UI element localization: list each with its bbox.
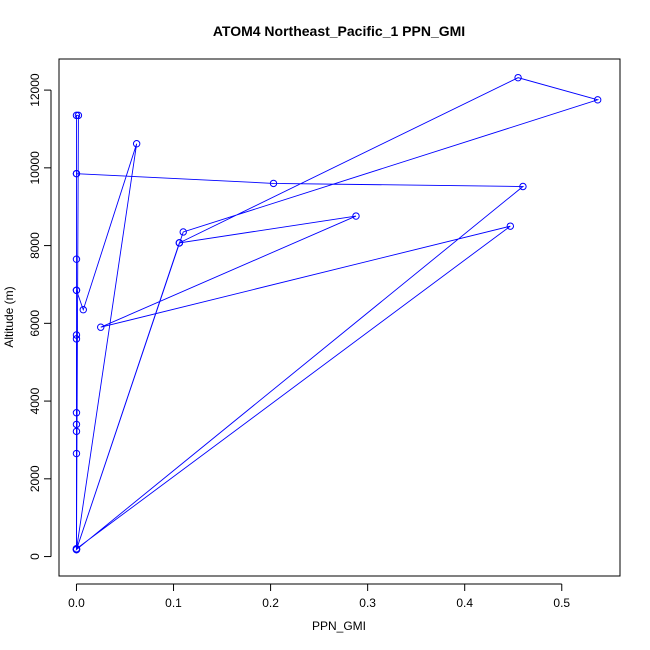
- data-point: [175, 239, 184, 247]
- data-point: [72, 255, 81, 263]
- x-tick-label: 0.2: [262, 596, 279, 610]
- plot-frame: [58, 58, 621, 577]
- data-point: [72, 409, 81, 417]
- data-point: [72, 545, 81, 554]
- series-layer: [72, 73, 602, 554]
- y-tick-label: 6000: [28, 310, 42, 337]
- x-tick-label: 0.5: [553, 596, 570, 610]
- y-axis-label: Altitude (m): [2, 286, 16, 347]
- data-point: [179, 228, 187, 236]
- data-point: [74, 111, 83, 120]
- data-point: [72, 169, 81, 178]
- data-point: [506, 222, 515, 230]
- series-line: [75, 77, 600, 551]
- y-tick-label: 12000: [28, 73, 42, 107]
- y-tick-label: 2000: [28, 465, 42, 492]
- data-point: [72, 335, 81, 343]
- data-point: [352, 212, 360, 220]
- y-tick-label: 4000: [28, 387, 42, 414]
- data-point: [72, 331, 81, 339]
- y-axis: 0 2000 4000 6000 8000 10000 12000: [28, 73, 52, 560]
- x-tick-label: 0.0: [68, 596, 85, 610]
- data-point: [514, 73, 522, 82]
- data-point: [72, 286, 81, 294]
- data-point: [97, 323, 105, 331]
- x-axis: 0.0 0.1 0.2 0.3 0.4 0.5: [68, 583, 570, 610]
- data-point: [519, 182, 527, 191]
- x-tick-label: 0.3: [359, 596, 376, 610]
- data-point: [132, 140, 141, 148]
- y-tick-label: 0: [28, 553, 42, 560]
- data-point: [72, 449, 81, 458]
- x-tick-label: 0.1: [165, 596, 182, 610]
- data-point: [79, 306, 87, 314]
- data-point: [269, 179, 278, 188]
- x-tick-label: 0.4: [456, 596, 473, 610]
- chart-title: ATOM4 Northeast_Pacific_1 PPN_GMI: [213, 23, 465, 39]
- data-point: [72, 427, 81, 436]
- y-tick-label: 8000: [28, 232, 42, 259]
- x-axis-label: PPN_GMI: [312, 619, 366, 633]
- data-point: [593, 96, 602, 104]
- y-tick-label: 10000: [28, 151, 42, 185]
- data-point: [72, 111, 81, 120]
- data-point: [72, 420, 81, 429]
